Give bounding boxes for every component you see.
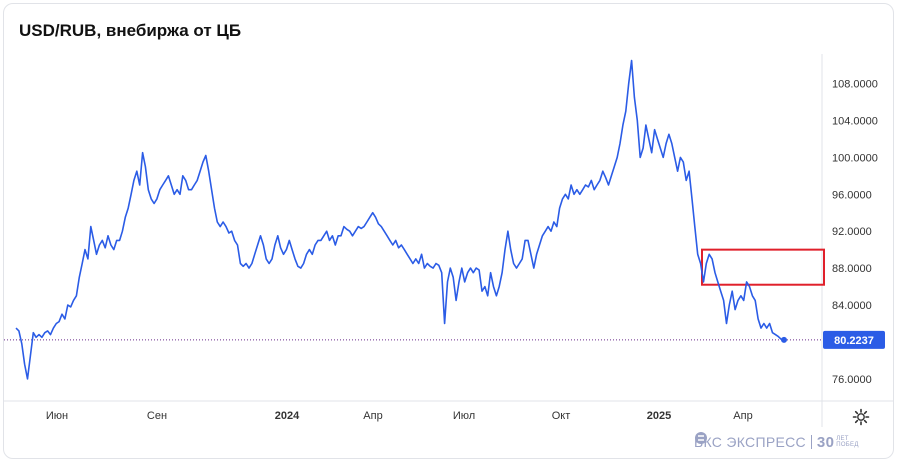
brand-years-text-line2: ПОБЕД — [836, 442, 859, 448]
chart-card: USD/RUB, внебиржа от ЦБ 108.0000 104.0000… — [3, 3, 894, 459]
x-tick-label: Окт — [552, 410, 571, 422]
bks-logo-icon — [695, 432, 707, 444]
current-value-label: 80.2237 — [834, 335, 874, 347]
y-tick-label: 104.0000 — [832, 115, 878, 127]
y-tick-label: 92.0000 — [832, 226, 872, 238]
y-tick-label: 76.0000 — [832, 374, 872, 386]
x-tick-label: 2024 — [275, 410, 300, 422]
y-tick-label: 88.0000 — [832, 263, 872, 275]
y-tick-label: 84.0000 — [832, 300, 872, 312]
plot-area[interactable]: 80.2237 — [4, 59, 885, 380]
y-tick-label: 108.0000 — [832, 79, 878, 91]
settings-button[interactable] — [852, 408, 870, 426]
usd-rub-line — [15, 59, 785, 380]
chart-title: USD/RUB, внебиржа от ЦБ — [19, 21, 242, 40]
x-axis: Июн Сен 2024 Апр Июл Окт 2025 Апр — [46, 410, 753, 422]
highlight-box — [701, 248, 825, 286]
last-point-marker — [781, 336, 787, 343]
brand-watermark: БКС ЭКСПРЕСС 30 ЛЕТ ПОБЕД — [694, 431, 859, 453]
y-tick-label: 100.0000 — [832, 152, 878, 164]
gear-icon — [852, 408, 870, 426]
x-tick-label: Сен — [147, 410, 167, 422]
y-axis: 108.0000 104.0000 100.0000 96.0000 92.0000 88… — [832, 79, 878, 386]
chart[interactable]: 108.0000 104.0000 100.0000 96.0000 92.0000 88… — [4, 4, 893, 458]
brand-name: БКС ЭКСПРЕСС — [694, 434, 806, 450]
x-tick-label: 2025 — [647, 410, 671, 422]
y-tick-label: 96.0000 — [832, 189, 872, 201]
brand-years-number: 30 — [816, 433, 835, 451]
current-value-badge — [823, 330, 885, 349]
x-tick-label: Июн — [46, 410, 68, 422]
brand-years-text-line1: ЛЕТ — [836, 436, 849, 442]
x-tick-label: Апр — [363, 410, 382, 422]
brand-years-text: ЛЕТ ПОБЕД — [836, 436, 858, 448]
x-tick-label: Июл — [453, 410, 475, 422]
brand-separator — [810, 435, 812, 449]
x-tick-label: Апр — [733, 410, 752, 422]
